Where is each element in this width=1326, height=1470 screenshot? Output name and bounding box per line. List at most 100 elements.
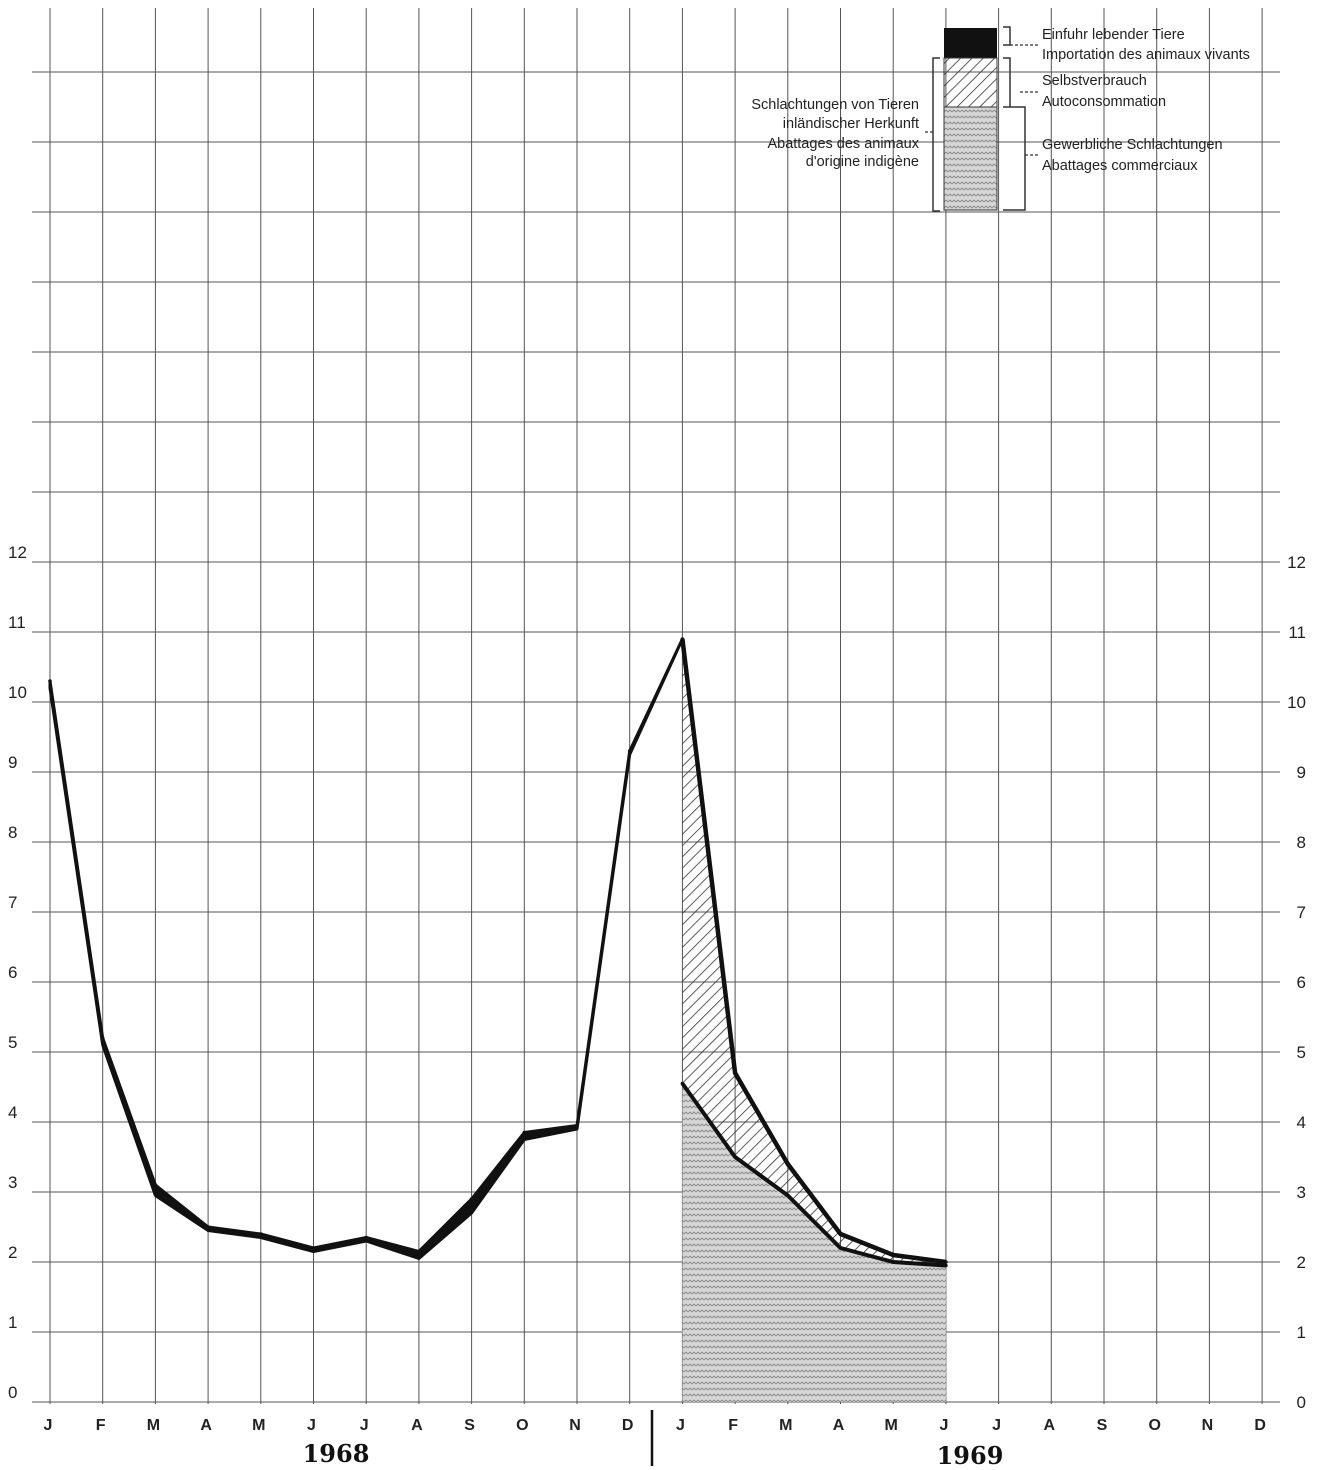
data-point-1969-commercial (838, 1246, 843, 1250)
legend-selbst-de: Selbstverbrauch (1042, 73, 1147, 89)
y-tick-label-right: 2 (1297, 1253, 1306, 1272)
x-tick-label-month: S (464, 1417, 475, 1434)
y-tick-label-left: 5 (8, 1033, 17, 1052)
x-tick-label-month: O (516, 1417, 528, 1434)
y-tick-label-right: 12 (1287, 553, 1306, 572)
x-tick-label-month: D (1254, 1417, 1266, 1434)
y-tick-label-left: 3 (8, 1173, 17, 1192)
y-tick-label-right: 4 (1297, 1113, 1306, 1132)
data-point-1969-commercial (891, 1260, 895, 1264)
legend-swatch-gewerb (943, 106, 998, 211)
y-tick-label-left: 8 (8, 823, 17, 842)
legend-gewerb-fr: Abattages commerciaux (1042, 158, 1198, 174)
y-tick-label-right: 1 (1297, 1323, 1306, 1342)
x-tick-label-month: J (939, 1417, 948, 1434)
data-point-1968 (153, 1183, 158, 1187)
year-label-1968: 1968 (303, 1439, 370, 1468)
legend-selbst-fr: Autoconsommation (1042, 94, 1166, 110)
legend-bracket-left (932, 57, 940, 212)
y-tick-label-right: 5 (1297, 1043, 1306, 1062)
legend-gewerb-de: Gewerbliche Schlachtungen (1042, 137, 1223, 153)
y-tick-label-left: 6 (8, 963, 17, 982)
legend-einfuhr-fr: Importation des animaux vivants (1042, 47, 1250, 63)
series-line-1969-total (680, 638, 947, 1265)
legend-swatch-einfuhr (944, 28, 997, 58)
data-point-1969-commercial (680, 1081, 685, 1086)
series-line-1968 (48, 637, 684, 1260)
data-point-1968 (469, 1197, 474, 1201)
data-point-1968 (627, 749, 632, 753)
data-point-1969-total (733, 1071, 737, 1075)
y-tick-label-right: 8 (1297, 833, 1306, 852)
x-tick-label-month: A (200, 1417, 212, 1434)
y-tick-label-left: 7 (8, 893, 17, 912)
x-tick-label-month: M (147, 1417, 160, 1434)
x-tick-label-month: S (1097, 1417, 1108, 1434)
area-selbstverbrauch (682, 639, 946, 1266)
data-point-1969-total (944, 1260, 948, 1264)
legend-inland-fr-1: Abattages des animaux (767, 136, 919, 152)
area-gewerbliche-schlachtungen (682, 1083, 946, 1402)
data-point-1969-total (786, 1162, 790, 1166)
y-tick-label-left: 2 (8, 1243, 17, 1262)
x-tick-label-month: J (992, 1417, 1001, 1434)
y-tick-label-left: 4 (8, 1103, 17, 1122)
legend-bracket-right (1003, 26, 1026, 211)
data-point-1968 (364, 1235, 369, 1240)
x-tick-label-month: N (1202, 1417, 1214, 1434)
series-line-1969-commercial (680, 1082, 947, 1268)
data-point-1968 (206, 1225, 210, 1229)
x-tick-label-month: J (307, 1417, 316, 1434)
x-tick-label-month: O (1148, 1417, 1160, 1434)
x-tick-label-month: J (44, 1417, 53, 1434)
x-tick-label-month: N (569, 1417, 581, 1434)
y-tick-label-right: 9 (1297, 763, 1306, 782)
x-tick-label-month: A (833, 1417, 845, 1434)
data-point-1969-total (680, 637, 685, 641)
series-lines (48, 637, 948, 1268)
data-point-1968 (100, 1036, 105, 1040)
x-tick-label-month: M (885, 1417, 898, 1434)
data-point-1968 (522, 1130, 527, 1135)
x-tick-label-month: A (1044, 1417, 1056, 1434)
data-point-1969-commercial (786, 1193, 790, 1198)
x-tick-label-month: D (622, 1417, 634, 1434)
year-label-1969: 1969 (937, 1441, 1004, 1470)
x-tick-label-month: M (779, 1417, 792, 1434)
legend: Einfuhr lebender Tiere Importation des a… (751, 26, 1250, 212)
legend-swatch-selbst (943, 57, 998, 108)
y-tick-label-left: 11 (8, 613, 26, 632)
x-tick-label-month: F (728, 1417, 738, 1434)
data-point-1969-total (891, 1253, 895, 1257)
x-tick-label-month: J (676, 1417, 685, 1434)
data-point-1968 (311, 1246, 316, 1250)
y-tick-label-left: 12 (8, 543, 27, 562)
data-point-1968 (48, 679, 52, 683)
y-tick-label-left: 0 (8, 1383, 17, 1402)
legend-inland-de-2: inländischer Herkunft (783, 116, 919, 132)
y-tick-label-right: 7 (1297, 903, 1306, 922)
data-point-1968 (417, 1249, 421, 1254)
y-tick-label-right: 3 (1297, 1183, 1306, 1202)
x-tick-label-month: J (360, 1417, 369, 1434)
y-tick-label-right: 11 (1288, 623, 1306, 642)
legend-inland-de-1: Schlachtungen von Tieren (751, 97, 919, 113)
y-tick-label-left: 1 (8, 1313, 17, 1332)
data-point-1969-commercial (733, 1155, 737, 1159)
x-tick-label-month: A (411, 1417, 423, 1434)
y-tick-label-right: 6 (1297, 973, 1306, 992)
data-point-1968 (259, 1232, 263, 1236)
areas-1969 (682, 639, 946, 1402)
grid (32, 8, 1280, 1404)
data-point-1969-commercial (944, 1263, 948, 1268)
y-tick-label-left: 9 (8, 753, 17, 772)
x-tick-label-month: F (96, 1417, 106, 1434)
x-tick-label-month: M (252, 1417, 265, 1434)
y-tick-label-right: 10 (1287, 693, 1306, 712)
data-point-1968 (575, 1123, 579, 1128)
y-tick-label-left: 10 (8, 683, 27, 702)
data-point-1969-total (838, 1232, 843, 1236)
